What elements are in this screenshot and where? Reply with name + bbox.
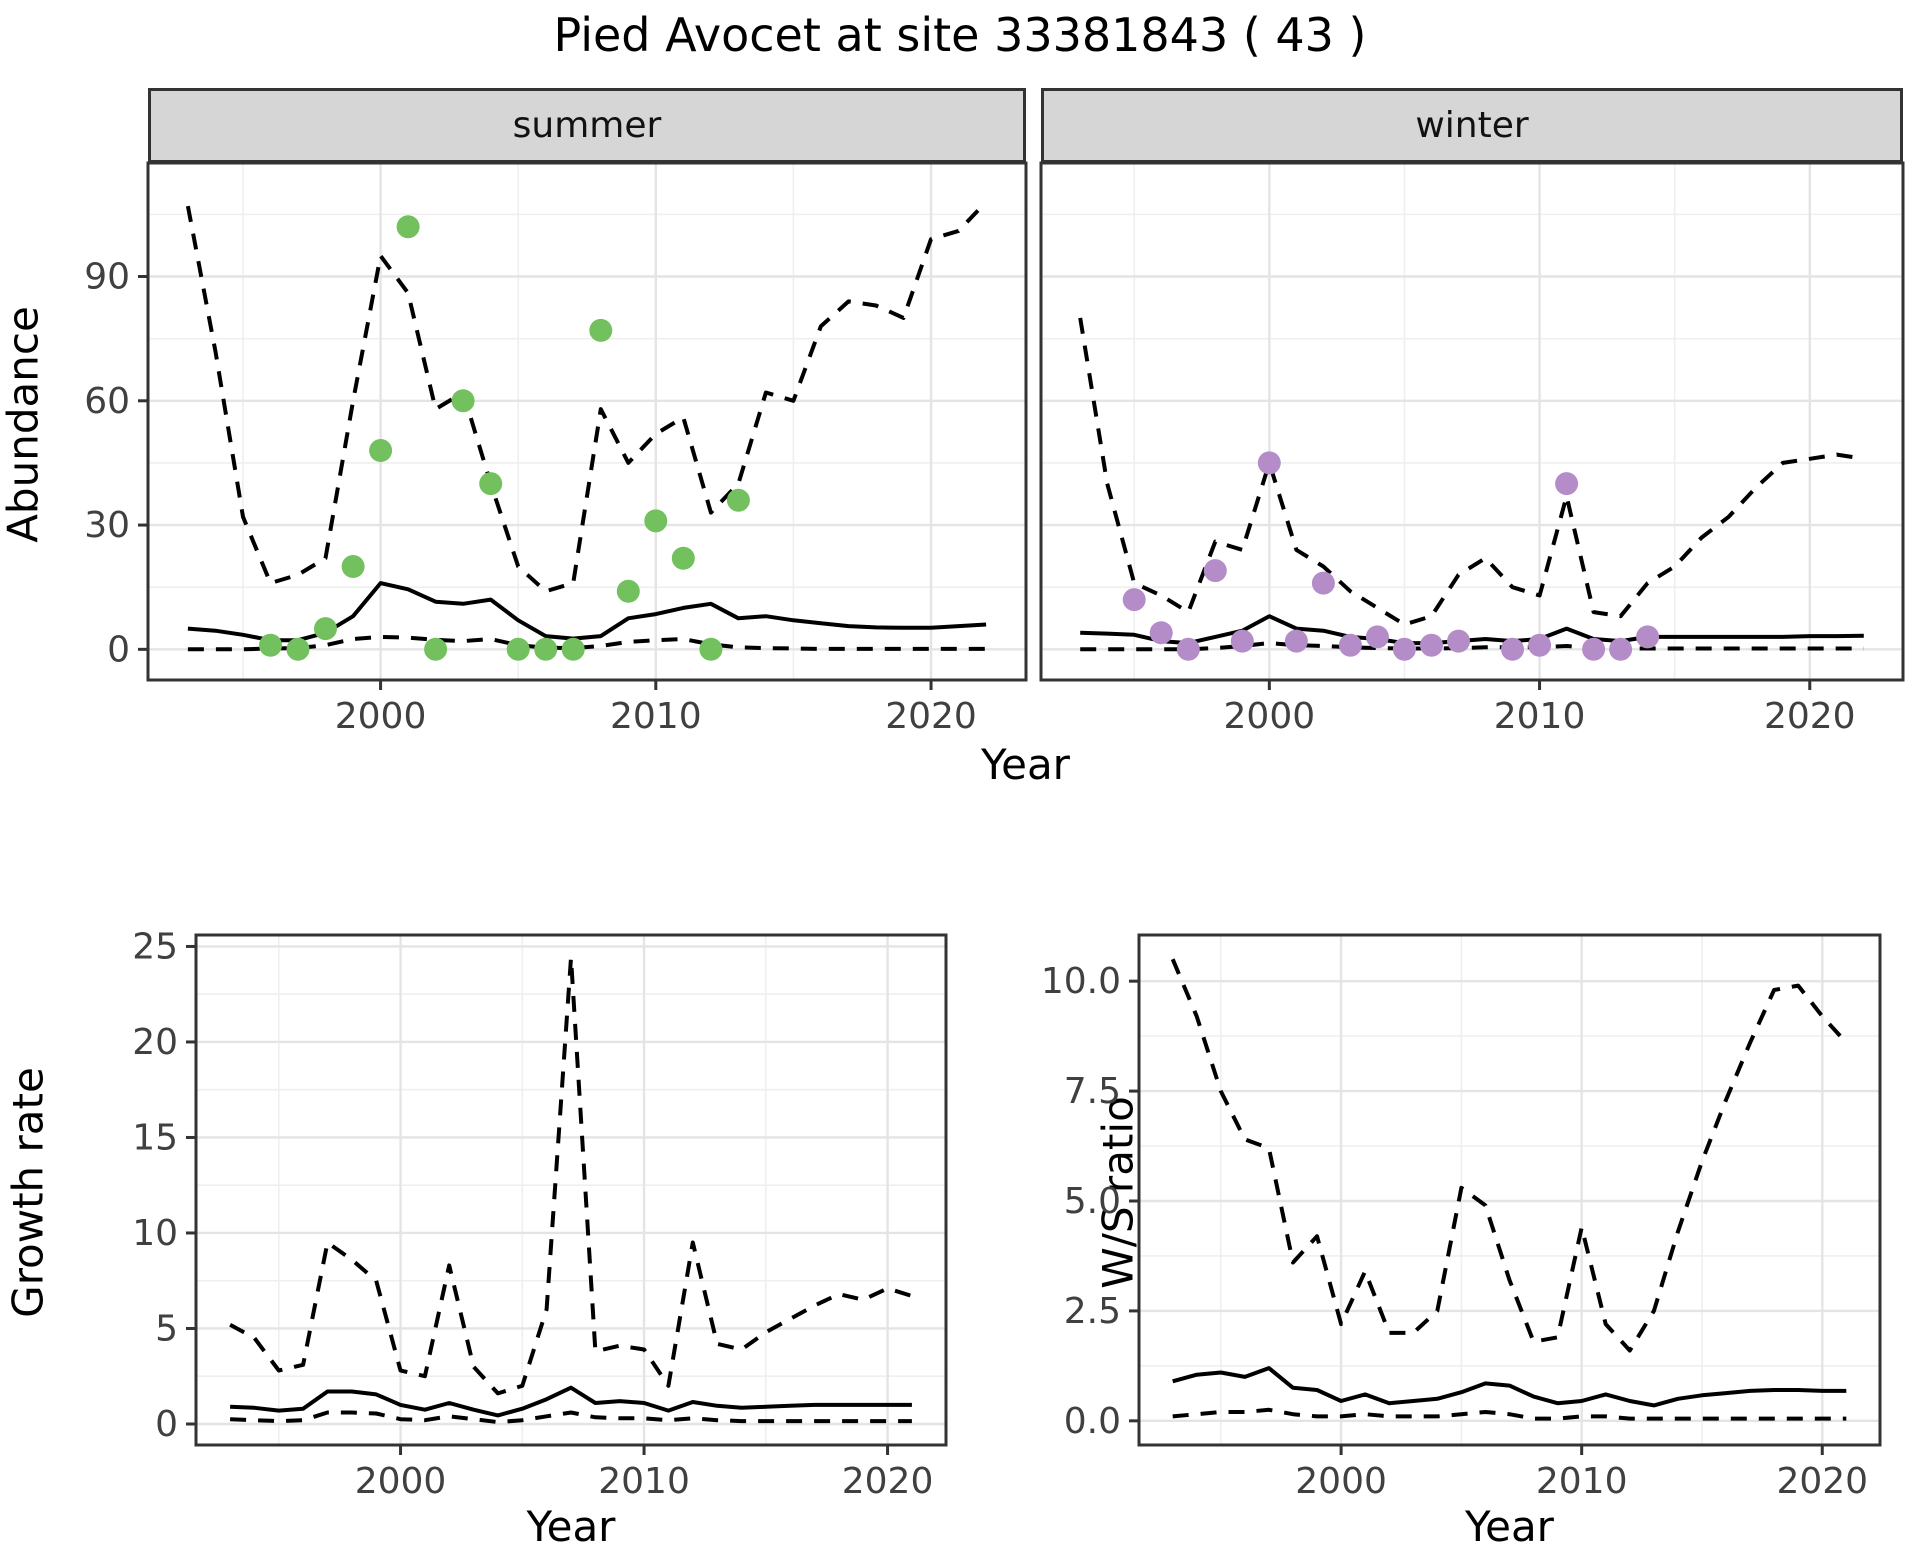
facet-strip-summer-label: summer — [512, 105, 662, 146]
panel-growth-rate: 2000 2010 2020 0 5 10 15 20 25 — [132, 926, 948, 1502]
obs-point — [1420, 633, 1443, 657]
obs-point — [616, 579, 640, 603]
obs-point — [1257, 451, 1281, 475]
obs-point — [726, 488, 750, 512]
facet-strip-winter-label: winter — [1415, 105, 1529, 146]
series-line-lower-ci — [1172, 1407, 1847, 1421]
y-tick-label: 30 — [84, 505, 130, 546]
x-tick-label: 2020 — [842, 1461, 934, 1502]
obs-point — [286, 637, 310, 661]
obs-point — [424, 637, 448, 661]
obs-point — [1609, 637, 1633, 661]
panel-background — [1041, 163, 1903, 680]
obs-point — [1392, 637, 1416, 661]
obs-point — [369, 439, 393, 462]
obs-point — [1636, 625, 1660, 649]
x-tick-label: 2010 — [1536, 1461, 1628, 1502]
series-line-upper-ci — [185, 200, 988, 594]
y-tick-label: 2.5 — [1064, 1291, 1121, 1332]
obs-point — [699, 637, 723, 661]
obs-point — [1176, 637, 1200, 661]
x-tick-label: 2010 — [1494, 696, 1586, 737]
x-tick-label: 2010 — [598, 1461, 690, 1502]
series-line-lower-ci — [1080, 641, 1864, 652]
panel-border — [1039, 161, 1905, 682]
obs-point — [1338, 633, 1362, 657]
series-line-lower-ci — [230, 1410, 912, 1425]
obs-point — [1203, 559, 1227, 583]
x-axis-title-growth-rate: Year — [526, 1502, 616, 1551]
obs-point — [1149, 621, 1173, 645]
obs-point — [1501, 637, 1524, 661]
panel-abundance-summer: 2000 2010 2020 0 30 60 90 — [84, 161, 1028, 737]
obs-point — [479, 472, 503, 496]
series-line-median — [230, 1385, 912, 1418]
obs-point — [1447, 629, 1470, 653]
y-tick-label: 0 — [107, 629, 130, 670]
obs-point — [314, 617, 337, 641]
x-tick-label: 2020 — [885, 696, 977, 737]
obs-point — [671, 546, 695, 570]
obs-point — [259, 633, 282, 657]
y-tick-label: 60 — [84, 381, 130, 422]
obs-point — [1555, 472, 1579, 496]
panel-border — [1137, 933, 1882, 1447]
panel-background — [196, 935, 946, 1445]
x-tick-label: 2000 — [335, 696, 427, 737]
obs-point — [506, 637, 530, 661]
obs-point — [1365, 625, 1389, 649]
obs-point — [589, 318, 613, 342]
y-tick-label: 15 — [132, 1117, 178, 1158]
obs-point — [644, 509, 668, 533]
obs-point — [341, 555, 365, 578]
page-title: Pied Avocet at site 33381843 ( 43 ) — [553, 8, 1367, 62]
y-tick-label: 0 — [155, 1404, 178, 1445]
obs-point — [1582, 637, 1606, 661]
obs-point — [1230, 629, 1254, 653]
x-tick-label: 2020 — [1776, 1461, 1868, 1502]
panel-background — [148, 163, 1026, 680]
series-line-upper-ci — [229, 955, 913, 1396]
y-tick-label: 90 — [84, 257, 130, 298]
y-tick-label: 5 — [155, 1308, 178, 1349]
obs-point — [534, 637, 558, 661]
x-tick-label: 2000 — [355, 1461, 447, 1502]
obs-point — [1311, 571, 1335, 595]
panel-border — [194, 933, 948, 1447]
obs-point — [1284, 629, 1308, 653]
y-tick-label: 7.5 — [1064, 1071, 1121, 1112]
series-line-lower-ci — [187, 634, 987, 652]
series-line-upper-ci — [1078, 317, 1865, 627]
y-tick-label: 0.0 — [1064, 1401, 1121, 1442]
y-tick-label: 20 — [132, 1022, 178, 1063]
x-tick-label: 2000 — [1224, 696, 1316, 737]
y-tick-label: 25 — [132, 926, 178, 967]
facet-strip-winter: winter — [1041, 88, 1903, 163]
x-axis-title-ws-ratio: Year — [1465, 1502, 1554, 1551]
y-tick-label: 5.0 — [1064, 1181, 1121, 1222]
panel-border — [146, 161, 1028, 682]
series-line-upper-ci — [1170, 958, 1848, 1353]
facet-strip-summer: summer — [148, 88, 1026, 163]
obs-point — [1122, 588, 1146, 612]
obs-point — [451, 389, 475, 413]
x-tick-label: 2000 — [1295, 1461, 1387, 1502]
series-line-median — [1080, 614, 1864, 646]
obs-point — [396, 215, 420, 239]
y-tick-label: 10.0 — [1041, 961, 1121, 1002]
panel-ws-ratio: 2000 2010 2020 0.0 2.5 5.0 7.5 10.0 — [1041, 933, 1882, 1502]
panel-background — [1139, 935, 1880, 1445]
obs-point — [561, 637, 585, 661]
x-tick-label: 2020 — [1764, 696, 1856, 737]
x-axis-title-top: Year — [981, 740, 1070, 789]
series-line-median — [1172, 1366, 1847, 1408]
panel-abundance-winter: 2000 2010 2020 — [1039, 161, 1905, 737]
y-tick-label: 10 — [132, 1213, 178, 1254]
obs-point — [1528, 633, 1552, 657]
x-tick-label: 2010 — [610, 696, 702, 737]
